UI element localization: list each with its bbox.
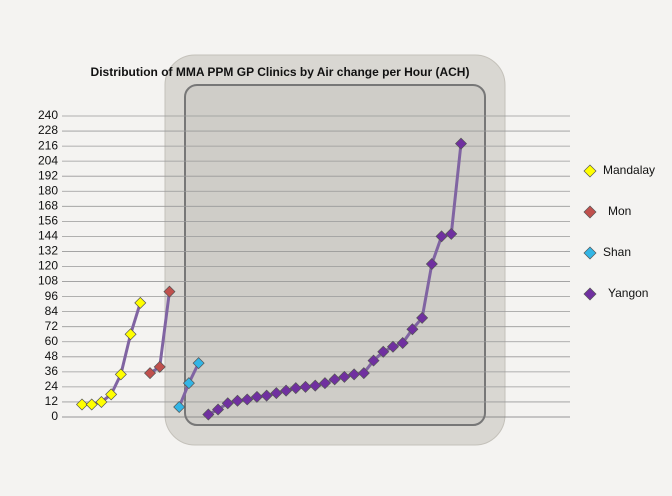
legend-label: Mandalay	[603, 163, 655, 177]
y-tick-label: 24	[45, 379, 59, 393]
page: 01224364860728496108120132144156 16818019…	[0, 0, 672, 496]
y-tick-label: 120	[38, 259, 58, 273]
y-tick-label: 12	[45, 394, 59, 408]
y-tick-label: 0	[51, 409, 58, 423]
y-tick-label: 84	[45, 304, 59, 318]
legend-marker	[584, 247, 596, 259]
point-marker	[115, 369, 126, 380]
legend-marker	[584, 165, 596, 177]
y-tick-label: 132	[38, 244, 58, 258]
y-tick-label: 144	[38, 229, 58, 243]
y-tick-label: 204	[38, 153, 58, 167]
y-tick-label: 72	[45, 319, 59, 333]
legend-marker	[584, 206, 596, 218]
y-tick-label: 240	[38, 108, 58, 122]
chart-title: Distribution of MMA PPM GP Clinics by Ai…	[90, 64, 470, 80]
point-marker	[135, 297, 146, 308]
y-tick-label: 168	[38, 198, 58, 212]
legend-marker	[584, 288, 596, 300]
y-tick-label: 156	[38, 214, 58, 228]
y-tick-label: 60	[45, 334, 59, 348]
point-marker	[86, 399, 97, 410]
y-tick-label: 48	[45, 349, 59, 363]
point-marker	[125, 329, 136, 340]
legend-label: Shan	[603, 245, 631, 259]
y-tick-label: 96	[45, 289, 59, 303]
legend-label: Yangon	[608, 286, 648, 300]
y-tick-label: 192	[38, 168, 58, 182]
y-tick-label: 216	[38, 138, 58, 152]
legend-label: Mon	[608, 204, 631, 218]
y-tick-label: 228	[38, 123, 58, 137]
y-tick-label: 36	[45, 364, 59, 378]
y-tick-label: 108	[38, 274, 58, 288]
y-tick-label: 180	[38, 183, 58, 197]
